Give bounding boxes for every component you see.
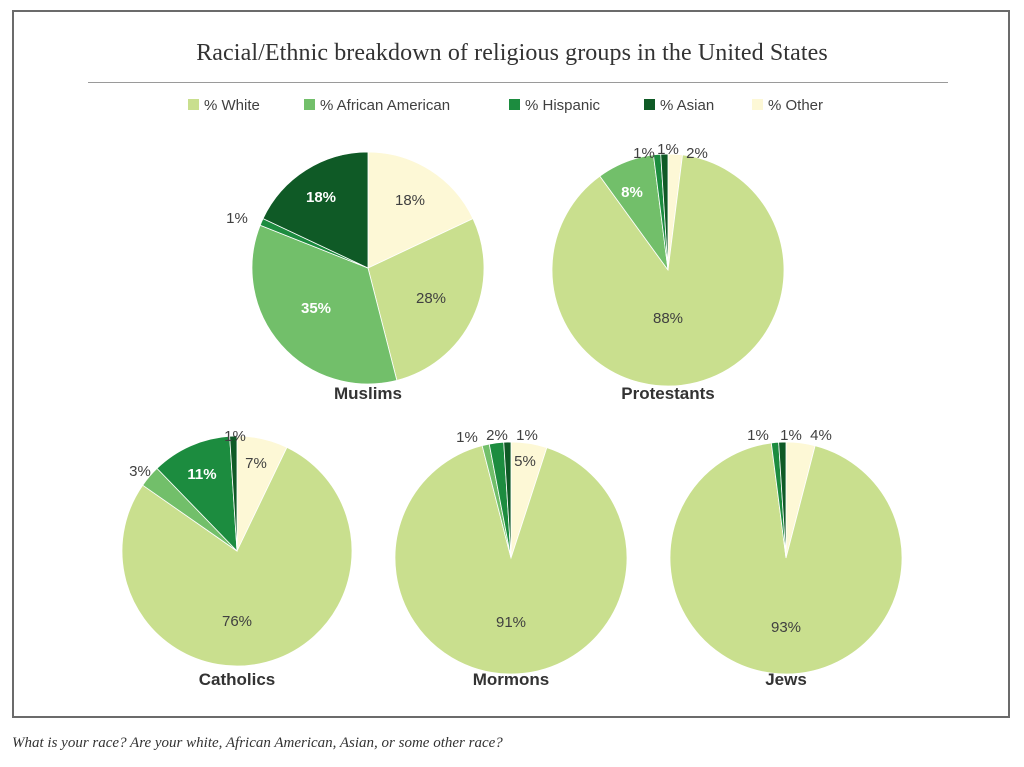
- title-divider: [88, 82, 948, 83]
- legend-item-white: % White: [188, 97, 260, 114]
- data-label: 88%: [653, 310, 683, 327]
- pie-slice-asian: [778, 441, 787, 559]
- pie-slice-asian: [660, 153, 669, 271]
- pie-slice-white: [367, 218, 485, 381]
- data-label: 2%: [686, 145, 708, 162]
- legend-label: % White: [204, 97, 260, 114]
- data-label: 11%: [187, 466, 216, 483]
- legend-item-asian: % Asian: [644, 97, 714, 114]
- pie-mormons: 91% 1% 2% 1% 5% Mormons: [394, 427, 628, 689]
- pie-slice-white: [669, 442, 903, 675]
- data-label: 35%: [301, 300, 331, 317]
- pie-name-label: Jews: [765, 670, 807, 689]
- pie-catholics: 76% 3% 11% 1% 7% Catholics: [121, 428, 353, 689]
- data-label: 76%: [222, 613, 252, 630]
- data-label: 5%: [514, 453, 536, 470]
- chart-title: Racial/Ethnic breakdown of religious gro…: [196, 40, 828, 66]
- pie-name-label: Muslims: [334, 384, 402, 403]
- data-label: 18%: [306, 189, 336, 206]
- data-label: 1%: [224, 428, 246, 445]
- pie-slice-asian: [503, 441, 512, 559]
- legend-item-african-american: % African American: [304, 97, 450, 114]
- chart-frame: [12, 10, 1010, 718]
- legend-label: % Other: [768, 97, 823, 114]
- pie-slice-white: [121, 446, 353, 667]
- legend-item-other: % Other: [752, 97, 823, 114]
- data-label: 1%: [516, 427, 538, 444]
- pie-name-label: Protestants: [621, 384, 715, 403]
- pie-name-label: Mormons: [473, 670, 550, 689]
- legend-label: % African American: [320, 97, 450, 114]
- data-label: 4%: [810, 427, 832, 444]
- pie-muslims: 28% 35% 1% 18% 18% Muslims: [226, 151, 485, 403]
- pie-slice-hispanic: [156, 435, 238, 553]
- data-label: 1%: [456, 429, 478, 446]
- survey-question-caption: What is your race? Are your white, Afric…: [12, 735, 503, 751]
- legend-swatch: [188, 99, 199, 110]
- legend-swatch: [644, 99, 655, 110]
- pie-slice-asian: [229, 435, 238, 552]
- data-label: 1%: [657, 141, 679, 158]
- data-label: 18%: [395, 192, 425, 209]
- pie-slice-other: [367, 151, 474, 269]
- pie-name-label: Catholics: [199, 670, 276, 689]
- legend-label: % Hispanic: [525, 97, 601, 114]
- legend-swatch: [752, 99, 763, 110]
- legend-label: % Asian: [660, 97, 714, 114]
- data-label: 2%: [486, 427, 508, 444]
- pie-slice-white: [394, 445, 628, 675]
- data-label: 1%: [780, 427, 802, 444]
- data-label: 1%: [226, 210, 248, 227]
- data-label: 91%: [496, 614, 526, 631]
- pie-slice-african-american: [251, 224, 398, 385]
- data-label: 8%: [621, 184, 643, 201]
- legend-item-hispanic: % Hispanic: [509, 97, 601, 114]
- pie-slice-white: [551, 154, 785, 387]
- pie-slice-asian: [262, 151, 369, 269]
- data-label: 93%: [771, 619, 801, 636]
- data-label: 1%: [633, 145, 655, 162]
- pie-protestants: 88% 8% 1% 1% 2% Protestants: [551, 141, 785, 403]
- data-label: 7%: [245, 455, 267, 472]
- pie-jews: 93% 1% 1% 4% Jews: [669, 427, 903, 689]
- legend-swatch: [509, 99, 520, 110]
- legend-swatch: [304, 99, 315, 110]
- data-label: 3%: [129, 463, 151, 480]
- data-label: 1%: [747, 427, 769, 444]
- data-label: 28%: [416, 290, 446, 307]
